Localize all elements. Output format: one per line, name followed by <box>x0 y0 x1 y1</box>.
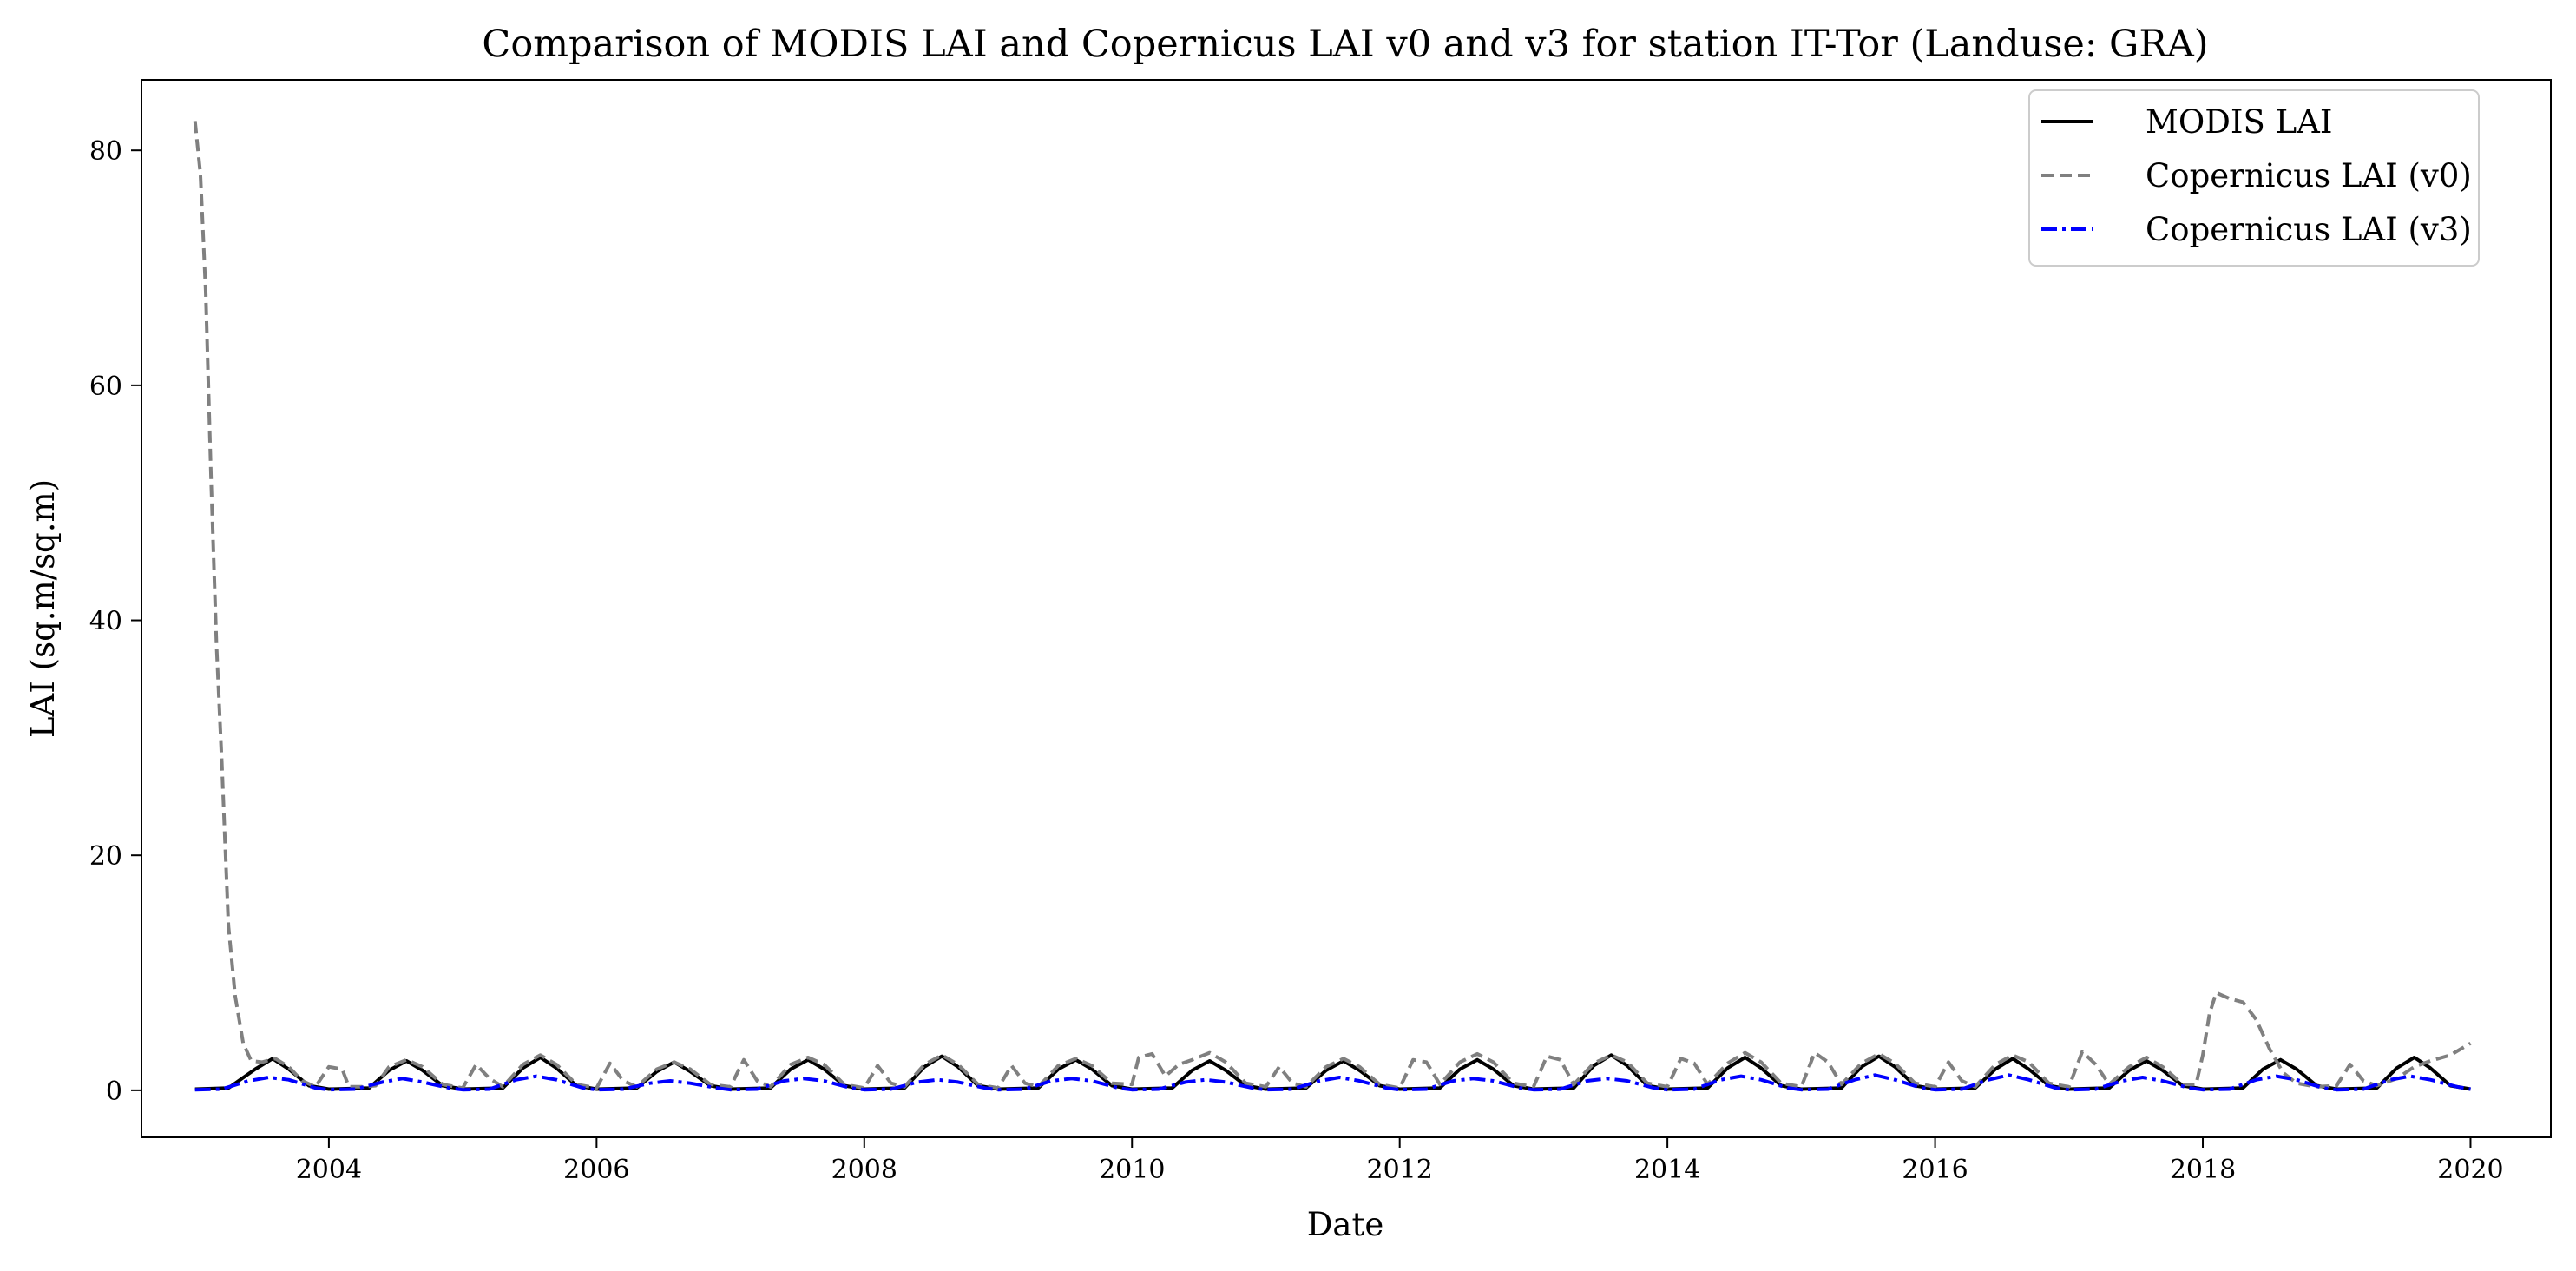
y-axis-ticks: 0 20 40 60 80 <box>89 136 141 1107</box>
x-tick-label: 2012 <box>1367 1155 1433 1185</box>
legend-label-1: Copernicus LAI (v0) <box>2146 157 2472 194</box>
x-tick-label: 2006 <box>563 1155 629 1185</box>
plot-frame <box>141 79 2552 1138</box>
y-tick-label: 60 <box>89 372 122 402</box>
series-line-2 <box>194 1073 2471 1092</box>
legend-label-2: Copernicus LAI (v3) <box>2146 211 2472 248</box>
chart-title: Comparison of MODIS LAI and Copernicus L… <box>482 23 2208 66</box>
legend: MODIS LAI Copernicus LAI (v0) Copernicus L… <box>2028 89 2480 267</box>
y-axis-label: LAI (sq.m/sq.m) <box>24 479 62 738</box>
series-line-1 <box>193 121 2472 1090</box>
y-tick-label: 20 <box>89 841 122 872</box>
legend-label-0: MODIS LAI <box>2146 103 2333 141</box>
x-tick-label: 2010 <box>1099 1155 1165 1185</box>
x-tick-label: 2014 <box>1634 1155 1700 1185</box>
plot-lines <box>193 121 2472 1092</box>
y-tick-label: 0 <box>106 1077 122 1107</box>
x-tick-label: 2004 <box>296 1155 362 1185</box>
legend-box <box>2028 89 2480 267</box>
y-tick-label: 80 <box>89 136 122 167</box>
x-tick-label: 2018 <box>2170 1155 2236 1185</box>
x-axis-label: Date <box>1307 1206 1384 1243</box>
legend-items: MODIS LAI Copernicus LAI (v0) Copernicus L… <box>2041 103 2472 248</box>
x-tick-label: 2020 <box>2437 1155 2503 1185</box>
x-tick-label: 2008 <box>831 1155 897 1185</box>
y-tick-label: 40 <box>89 607 122 637</box>
x-tick-label: 2016 <box>1902 1155 1968 1185</box>
x-axis-ticks: 2004 2006 2008 2010 2012 2014 2016 2018 2020 <box>296 1137 2504 1185</box>
